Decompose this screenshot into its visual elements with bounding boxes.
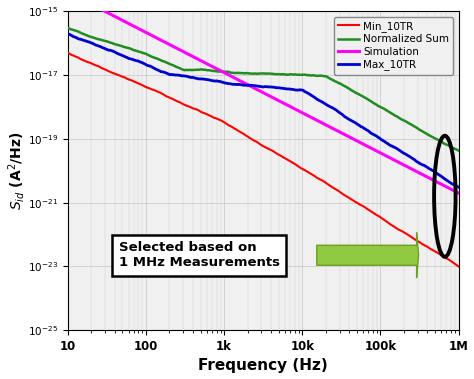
- Line: Max_10TR: Max_10TR: [68, 34, 458, 187]
- Min_10TR: [65, 51, 71, 55]
- Simulation: [359, 141, 365, 146]
- Min_10TR: [359, 204, 365, 208]
- Simulation: [242, 81, 247, 85]
- Max_10TR: [134, 58, 140, 63]
- Normalized Sum: [242, 71, 247, 76]
- Line: Normalized Sum: Normalized Sum: [68, 28, 458, 150]
- Normalized Sum: [134, 49, 140, 53]
- Min_10TR: [295, 164, 301, 169]
- Legend: Min_10TR, Normalized Sum, Simulation, Max_10TR: Min_10TR, Normalized Sum, Simulation, Ma…: [334, 17, 453, 75]
- Normalized Sum: [165, 61, 171, 66]
- Max_10TR: [326, 104, 331, 108]
- Simulation: [134, 25, 140, 30]
- Normalized Sum: [326, 76, 331, 80]
- Text: Selected based on
1 MHz Measurements: Selected based on 1 MHz Measurements: [118, 241, 280, 269]
- Simulation: [326, 124, 331, 128]
- Normalized Sum: [359, 94, 365, 98]
- Min_10TR: [165, 95, 171, 99]
- Normalized Sum: [65, 26, 71, 30]
- Max_10TR: [456, 185, 461, 190]
- Max_10TR: [165, 72, 171, 76]
- Max_10TR: [65, 31, 71, 36]
- Normalized Sum: [295, 72, 301, 77]
- Min_10TR: [326, 183, 331, 187]
- Simulation: [295, 108, 301, 113]
- Y-axis label: $S_{id}$ (A$^2$/Hz): $S_{id}$ (A$^2$/Hz): [6, 132, 27, 210]
- Normalized Sum: [456, 148, 461, 153]
- Min_10TR: [242, 132, 247, 137]
- Min_10TR: [456, 264, 461, 269]
- Min_10TR: [134, 81, 140, 85]
- Max_10TR: [242, 83, 247, 88]
- Simulation: [456, 191, 461, 195]
- Max_10TR: [359, 125, 365, 129]
- Simulation: [165, 42, 171, 46]
- X-axis label: Frequency (Hz): Frequency (Hz): [198, 359, 328, 373]
- Line: Min_10TR: Min_10TR: [68, 53, 458, 266]
- Max_10TR: [295, 88, 301, 92]
- Line: Simulation: Simulation: [68, 0, 458, 193]
